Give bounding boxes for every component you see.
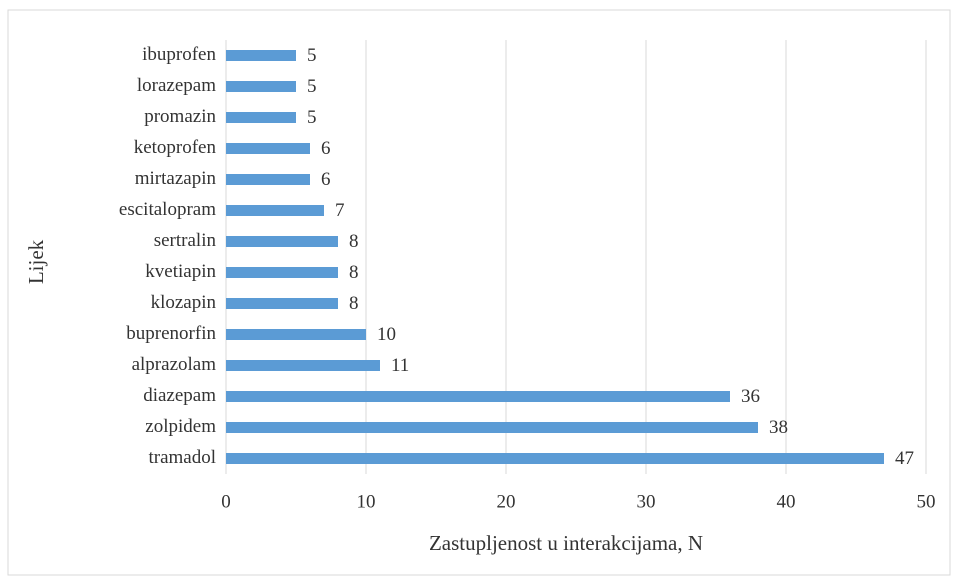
chart-border <box>7 9 951 576</box>
bar <box>226 453 884 464</box>
bar <box>226 174 310 185</box>
y-axis-title: Lijek <box>24 239 48 284</box>
x-tick-label: 30 <box>637 491 656 512</box>
value-label: 11 <box>391 355 409 376</box>
value-label: 6 <box>321 138 331 159</box>
x-tick-label: 0 <box>221 491 231 512</box>
y-tick-label: diazepam <box>143 385 216 406</box>
y-tick-label: alprazolam <box>132 354 217 375</box>
value-label: 8 <box>349 262 359 283</box>
y-tick-label: ibuprofen <box>142 44 216 65</box>
value-label: 38 <box>769 417 788 438</box>
y-tick-label: escitalopram <box>119 199 216 220</box>
value-label: 5 <box>307 76 317 97</box>
x-tick-label: 10 <box>357 491 376 512</box>
bar <box>226 267 338 278</box>
y-tick-label: buprenorfin <box>126 323 216 344</box>
value-label: 8 <box>349 231 359 252</box>
bar <box>226 422 758 433</box>
bar <box>226 143 310 154</box>
x-tick-label: 20 <box>497 491 516 512</box>
value-label: 7 <box>335 200 345 221</box>
y-tick-label: kvetiapin <box>145 261 216 282</box>
y-tick-label: lorazepam <box>137 75 216 96</box>
bar <box>226 391 730 402</box>
y-tick-label: tramadol <box>148 447 216 468</box>
bar <box>226 360 380 371</box>
x-axis-title: Zastupljenost u interakcijama, N <box>429 531 703 555</box>
y-tick-label: klozapin <box>151 292 217 313</box>
value-label: 10 <box>377 324 396 345</box>
value-label: 5 <box>307 107 317 128</box>
bar <box>226 112 296 123</box>
x-tick-label: 40 <box>777 491 796 512</box>
bar <box>226 236 338 247</box>
y-tick-label: promazin <box>144 106 216 127</box>
bar <box>226 50 296 61</box>
y-tick-label: mirtazapin <box>135 168 217 189</box>
value-label: 47 <box>895 448 914 469</box>
y-tick-label: ketoprofen <box>134 137 217 158</box>
bar <box>226 298 338 309</box>
value-label: 8 <box>349 293 359 314</box>
y-tick-label: zolpidem <box>145 416 216 437</box>
value-label: 6 <box>321 169 331 190</box>
bar <box>226 81 296 92</box>
value-label: 36 <box>741 386 760 407</box>
x-tick-label: 50 <box>917 491 936 512</box>
value-label: 5 <box>307 45 317 66</box>
y-tick-label: sertralin <box>154 230 217 251</box>
bar <box>226 205 324 216</box>
bar <box>226 329 366 340</box>
